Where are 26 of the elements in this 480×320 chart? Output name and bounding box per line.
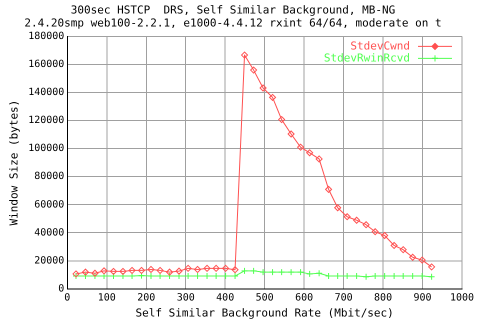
y-tick-label: 80000 bbox=[34, 171, 64, 182]
x-tick-label: 200 bbox=[137, 292, 156, 304]
x-tick-label: 300 bbox=[176, 292, 195, 304]
chart-subtitle: 2.4.20smp web100-2.2.1, e1000-4.4.12 rxint 64/64, moderate on t bbox=[24, 16, 442, 30]
x-tick-label: 500 bbox=[256, 292, 274, 304]
x-tick-label: 400 bbox=[216, 292, 234, 304]
y-tick-label: 20000 bbox=[34, 255, 64, 266]
x-tick-label: 100 bbox=[98, 292, 116, 304]
y-tick-label: 100000 bbox=[28, 143, 64, 154]
y-tick-label: 60000 bbox=[34, 199, 64, 210]
x-axis-title: Self Similar Background Rate (Mbit/sec) bbox=[136, 306, 394, 320]
chart-title: 300sec HSTCP DRS, Self Similar Background, MB-NG bbox=[70, 3, 396, 16]
y-tick-label: 0 bbox=[58, 283, 64, 294]
y-tick-label: 180000 bbox=[28, 30, 64, 42]
legend-label: StdevCwnd bbox=[350, 39, 410, 52]
y-tick-label: 40000 bbox=[34, 227, 64, 238]
legend-label: StdevRwinRcvd bbox=[324, 51, 410, 64]
x-tick-label: 800 bbox=[374, 292, 392, 304]
y-tick-label: 160000 bbox=[28, 59, 64, 70]
y-tick-label: 140000 bbox=[28, 87, 64, 98]
x-tick-label: 600 bbox=[295, 292, 314, 304]
x-tick-label: 700 bbox=[334, 292, 353, 304]
y-tick-label: 120000 bbox=[28, 115, 64, 126]
x-tick-label: 1000 bbox=[450, 292, 474, 304]
x-tick-label: 900 bbox=[414, 292, 432, 304]
y-axis-title: Window Size (bytes) bbox=[7, 100, 20, 226]
